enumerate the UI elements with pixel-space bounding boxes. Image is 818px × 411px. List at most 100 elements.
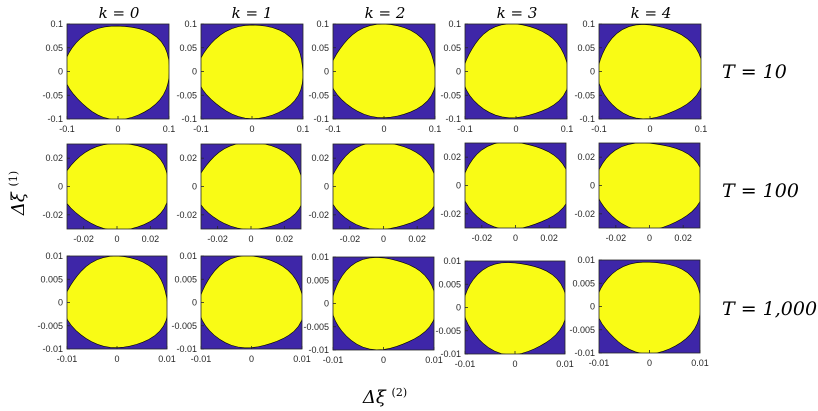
x-tick-label: 0 [249, 124, 254, 134]
x-tick-label: 0 [249, 354, 254, 364]
panel-r1-k2: -0.02 0 0.02 0.02 0 -0.02 [308, 143, 435, 244]
y-axis-label-base: Δξ [8, 191, 29, 216]
y-tick-label: 0.02 [179, 153, 197, 163]
y-tick-label: -0.02 [42, 210, 63, 220]
contour-bands [465, 24, 567, 119]
row-title-t1000: T = 1,000 [722, 298, 817, 320]
y-tick-label: -0.005 [37, 321, 63, 331]
x-tick-label: -0.01 [589, 358, 610, 368]
y-tick-label: -0.05 [42, 90, 63, 100]
x-tick-label: 0.02 [142, 234, 160, 244]
panel-r1-k0: -0.02 0 0.02 0.02 0 -0.02 [42, 143, 168, 244]
x-tick-label: 0.1 [429, 124, 442, 134]
x-tick-label: 0.01 [556, 359, 574, 369]
y-tick-label: 0.02 [45, 153, 63, 163]
y-tick-label: 0 [456, 67, 461, 77]
contour-bands [599, 261, 700, 353]
x-tick-label: -0.02 [207, 234, 228, 244]
x-tick-label: 0.02 [540, 233, 558, 243]
panel-grid: -0.1 0 0.10.10.050-0.05-0.1-0.1 0 0.10.10.05… [37, 19, 708, 369]
y-tick-label: 0 [456, 303, 461, 313]
y-tick-label: 0.01 [45, 251, 63, 261]
panel-r1-k3: -0.02 0 0.02 0.02 0 -0.02 [440, 142, 567, 243]
y-tick-label: -0.05 [308, 90, 329, 100]
panel-r1-k4: -0.02 0 0.02 0.02 0 -0.02 [574, 142, 701, 243]
contour-band-10 [599, 261, 700, 353]
y-tick-label: -0.005 [435, 326, 461, 336]
y-tick-label: 0.01 [311, 252, 329, 262]
x-tick-label: 0.01 [158, 354, 176, 364]
x-tick-label: -0.1 [193, 124, 209, 134]
y-tick-label: 0 [324, 299, 329, 309]
y-tick-label: 0.005 [306, 275, 329, 285]
y-tick-label: 0.1 [184, 19, 197, 29]
contour-bands [201, 24, 303, 119]
y-tick-label: 0 [590, 67, 595, 77]
y-tick-label: 0.1 [582, 19, 595, 29]
x-tick-label: 0 [647, 124, 652, 134]
x-tick-label: -0.1 [325, 124, 341, 134]
x-tick-label: -0.02 [73, 234, 94, 244]
y-tick-label: 0.01 [179, 251, 197, 261]
x-axis-label: Δξ (2) [362, 386, 407, 408]
y-tick-label: 0.05 [443, 43, 461, 53]
x-tick-label: 0.02 [276, 234, 294, 244]
contour-band-10 [465, 143, 566, 228]
y-tick-label: 0 [58, 298, 63, 308]
column-title-k0: k = 0 [99, 4, 140, 22]
x-tick-label: 0.1 [561, 124, 574, 134]
y-tick-label: 0.02 [577, 152, 595, 162]
y-tick-label: 0.05 [45, 43, 63, 53]
y-tick-label: 0.1 [316, 19, 329, 29]
contour-band-10 [599, 143, 700, 228]
y-tick-label: -0.1 [445, 114, 461, 124]
row-title-t10: T = 10 [722, 61, 787, 83]
contour-band-10 [201, 144, 301, 229]
y-tick-label: 0 [192, 67, 197, 77]
y-tick-label: 0.02 [443, 152, 461, 162]
panel-r2-k2: -0.01 0 0.01 0.01 0.005 0 -0.005 -0.01 [303, 252, 442, 365]
y-tick-label: 0 [192, 298, 197, 308]
y-tick-label: -0.02 [308, 210, 329, 220]
contour-bands [333, 257, 434, 350]
y-tick-label: 0.005 [438, 279, 461, 289]
y-tick-label: 0.1 [50, 19, 63, 29]
x-tick-label: 0 [248, 234, 253, 244]
x-tick-label: -0.01 [191, 354, 212, 364]
panel-r0-k3: -0.1 0 0.1 0.1 0.05 0 -0.05 -0.1 [440, 19, 573, 134]
contour-bands [201, 144, 301, 229]
x-tick-label: -0.1 [457, 124, 473, 134]
x-tick-label: 0 [114, 354, 119, 364]
y-tick-label: 0 [58, 182, 63, 192]
y-tick-label: 0 [324, 182, 329, 192]
y-tick-label: 0.1 [448, 19, 461, 29]
x-tick-label: 0.02 [408, 234, 426, 244]
y-tick-label: -0.01 [308, 345, 329, 355]
y-tick-label: 0.05 [179, 43, 197, 53]
y-tick-label: 0.01 [577, 255, 595, 265]
contour-bands [67, 25, 169, 119]
contour-bands [599, 143, 700, 228]
panel-r0-k0: -0.1 0 0.1 0.1 0.05 0 -0.05 -0.1 [42, 19, 175, 134]
x-tick-label: 0.01 [293, 354, 311, 364]
panel-r2-k0: -0.01 0 0.01 0.01 0.005 0 -0.005 -0.01 [37, 251, 175, 364]
y-tick-label: -0.01 [176, 344, 197, 354]
contour-band-10 [333, 257, 434, 350]
contour-band-10 [333, 24, 435, 119]
axis-label-superscript: (1) [7, 171, 20, 187]
contour-band-10 [599, 24, 701, 119]
contour-band-10 [67, 25, 169, 119]
y-tick-label: 0 [58, 67, 63, 77]
y-tick-label: -0.005 [303, 322, 329, 332]
x-tick-label: -0.02 [606, 233, 627, 243]
contour-band-10 [67, 256, 167, 349]
x-tick-label: 0.1 [297, 124, 310, 134]
x-tick-label: 0.01 [691, 358, 709, 368]
y-tick-label: 0 [456, 181, 461, 191]
contour-band-10 [201, 256, 302, 349]
y-tick-label: 0.005 [40, 274, 63, 284]
panel-r0-k1: -0.1 0 0.1 0.1 0.05 0 -0.05 -0.1 [176, 19, 309, 134]
x-tick-label: 0 [513, 124, 518, 134]
x-tick-label: 0 [512, 359, 517, 369]
